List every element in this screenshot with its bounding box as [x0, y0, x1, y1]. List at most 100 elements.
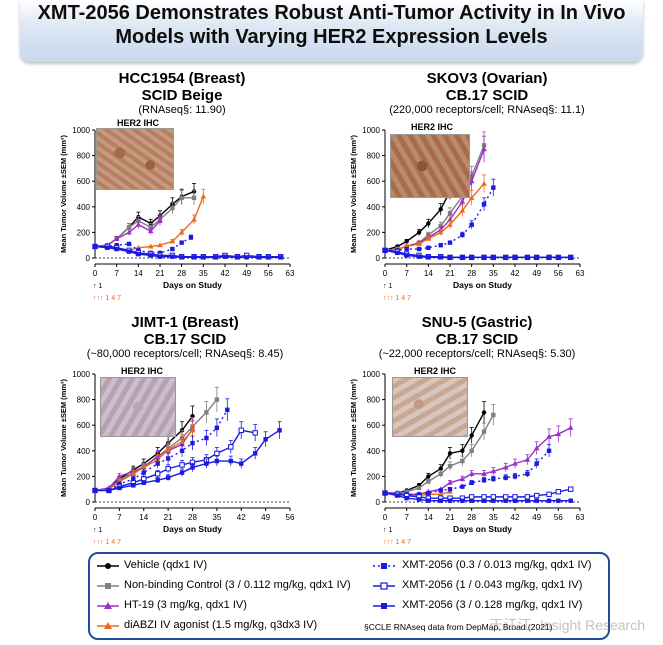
legend-symbol-xmt-mid	[373, 582, 395, 590]
data-point	[256, 255, 262, 260]
data-point	[126, 229, 132, 235]
y-tick-label: 0	[376, 254, 381, 263]
x-tick-label: 14	[139, 513, 148, 522]
data-point	[426, 245, 431, 250]
data-point	[460, 458, 465, 464]
x-tick-label: 0	[383, 269, 388, 278]
data-point	[204, 435, 209, 441]
y-tick-label: 1000	[72, 126, 90, 135]
x-tick-label: 28	[188, 513, 197, 522]
data-point	[469, 480, 474, 485]
data-point	[447, 479, 453, 485]
y-tick-label: 800	[367, 396, 381, 405]
data-point	[503, 494, 509, 500]
data-point	[154, 471, 161, 477]
data-point	[491, 185, 496, 190]
data-point	[469, 255, 474, 260]
data-point	[546, 491, 552, 498]
data-point	[214, 397, 220, 402]
legend-symbol-nonbinding	[97, 583, 119, 589]
series-line	[95, 245, 281, 258]
data-point	[147, 243, 154, 249]
data-point	[148, 253, 153, 258]
data-point	[179, 448, 185, 453]
series-xmt_high	[92, 244, 283, 260]
ihc-label: HER2 IHC	[413, 366, 456, 376]
data-point	[404, 253, 409, 258]
legend-item-nonbinding: Non-binding Control (3 / 0.112 mg/kg, qd…	[124, 579, 351, 591]
data-point	[555, 489, 562, 495]
data-point	[481, 410, 487, 415]
panel-title-jimt1: JIMT-1 (Breast) CB.17 SCID (~80,000 rece…	[35, 314, 335, 361]
x-tick-label: 0	[383, 513, 388, 522]
data-point	[416, 240, 422, 246]
data-point	[140, 464, 147, 470]
data-point	[404, 246, 409, 252]
legend-symbol-xmt-high	[373, 603, 395, 609]
data-point	[126, 225, 132, 230]
data-point	[491, 476, 496, 482]
data-point	[512, 494, 518, 500]
data-point	[459, 475, 466, 481]
data-point	[524, 494, 531, 500]
data-point	[469, 448, 474, 453]
y-tick-label: 800	[367, 152, 381, 161]
panel-detail: (~22,000 receptors/cell; RNAseq§: 5.30)	[378, 348, 576, 360]
data-point	[556, 255, 561, 260]
data-point	[481, 478, 487, 483]
data-point	[437, 229, 444, 235]
data-point	[204, 461, 209, 466]
data-point	[416, 485, 422, 491]
data-point	[170, 254, 175, 259]
data-point	[546, 448, 552, 453]
data-point	[126, 241, 132, 247]
panel-title-snu5: SNU-5 (Gastric) CB.17 SCID (~22,000 rece…	[327, 314, 627, 361]
data-point	[170, 246, 175, 252]
data-point	[244, 255, 249, 260]
data-point	[252, 451, 258, 456]
y-axis-label: Mean Tumor Volume ±SEM (mm³)	[59, 378, 68, 497]
y-tick-label: 600	[77, 177, 91, 186]
data-point	[447, 240, 453, 245]
data-point	[190, 440, 195, 446]
ihc-label: HER2 IHC	[116, 118, 159, 128]
series-xmt_high	[382, 490, 573, 503]
panel-model-name: JIMT-1 (Breast)	[131, 314, 239, 331]
dosing-marker-orange: ↑↑↑ 1 4 7	[383, 539, 411, 546]
data-point	[179, 438, 185, 444]
y-tick-label: 400	[77, 203, 91, 212]
x-axis-label: Days on Study	[163, 280, 222, 290]
data-point	[481, 255, 487, 260]
data-point	[114, 246, 119, 252]
data-point	[416, 254, 422, 259]
legend-footnote: §CCLE RNAseq data from DepMap, Broad (20…	[364, 622, 553, 632]
panel-model-name: SKOV3 (Ovarian)	[426, 70, 548, 87]
data-point	[141, 470, 146, 475]
data-point	[460, 498, 465, 503]
x-tick-label: 63	[576, 269, 585, 278]
data-point	[204, 410, 209, 415]
data-point	[512, 255, 518, 260]
x-tick-label: 0	[93, 513, 98, 522]
data-point	[169, 238, 176, 244]
data-point	[130, 470, 137, 476]
data-point	[438, 255, 443, 260]
x-tick-label: 49	[261, 513, 270, 522]
data-point	[533, 445, 540, 451]
x-tick-label: 63	[576, 513, 585, 522]
panel-title-hcc1954: HCC1954 (Breast) SCID Beige (RNAseq§: 11…	[32, 70, 332, 117]
data-point	[416, 246, 422, 252]
data-point	[117, 485, 122, 491]
data-point	[179, 195, 184, 201]
dosing-marker-black: ↑ 1	[383, 527, 392, 534]
data-point	[266, 255, 271, 260]
data-point	[201, 255, 206, 260]
data-point	[106, 488, 112, 493]
x-tick-label: 56	[286, 513, 295, 522]
x-tick-label: 14	[134, 269, 143, 278]
data-point	[481, 498, 487, 503]
x-tick-label: 56	[554, 513, 563, 522]
dosing-marker-orange: ↑↑↑ 1 4 7	[383, 295, 411, 302]
panel-strain: CB.17 SCID	[435, 331, 519, 348]
x-tick-label: 35	[489, 513, 498, 522]
